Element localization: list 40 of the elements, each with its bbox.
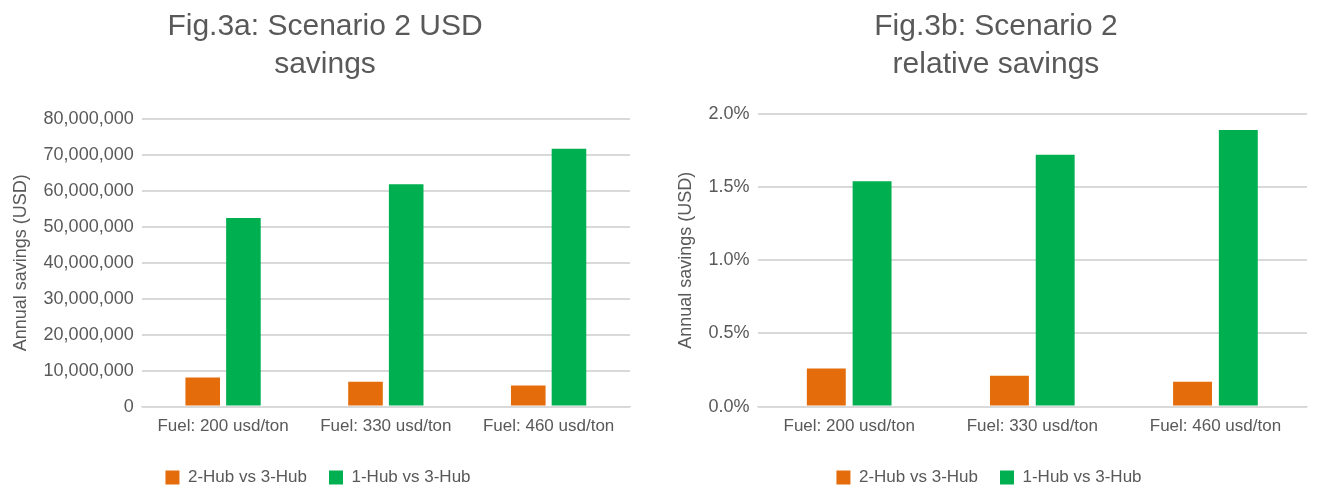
bar (388, 184, 424, 406)
y-tick-label: 30,000,000 (43, 287, 134, 308)
y-tick-label: 40,000,000 (43, 251, 134, 272)
y-tick-label: 20,000,000 (43, 323, 134, 344)
legend-label: 2-Hub vs 3-Hub (858, 467, 979, 487)
bar (226, 218, 261, 406)
bar (1035, 154, 1075, 406)
y-tick-label: 1.0% (708, 249, 750, 270)
y-tick-label: 50,000,000 (43, 215, 134, 236)
y-tick-label: 0.0% (708, 395, 750, 416)
x-tick-label: Fuel: 200 usd/ton (783, 416, 915, 436)
bar (185, 377, 221, 406)
y-tick-label: 2.0% (708, 102, 750, 123)
x-tick-label: Fuel: 460 usd/ton (1149, 416, 1282, 436)
bar (348, 381, 383, 406)
bar (1218, 129, 1258, 406)
y-tick-label: 10,000,000 (43, 359, 134, 380)
x-tick-label: Fuel: 460 usd/ton (482, 416, 615, 436)
y-axis-title: Annual savings (USD) (674, 171, 695, 349)
y-tick-label: 80,000,000 (43, 107, 134, 128)
y-tick-label: 70,000,000 (43, 143, 134, 164)
y-tick-label: 0.5% (708, 322, 750, 343)
y-tick-label: 0 (123, 395, 134, 416)
bar (551, 148, 587, 406)
chart-title: Fig.3b: Scenario 2 relative savings (873, 7, 1119, 81)
bar (806, 368, 846, 406)
bar (1173, 381, 1212, 406)
x-tick-label: Fuel: 330 usd/ton (966, 416, 1098, 436)
legend-label: 2-Hub vs 3-Hub (187, 467, 308, 487)
bar (852, 181, 892, 406)
y-tick-label: 60,000,000 (43, 179, 134, 200)
y-tick-label: 1.5% (708, 175, 750, 196)
legend-label: 1-Hub vs 3-Hub (1022, 467, 1142, 487)
chart-title: Fig.3a: Scenario 2 USD savings (166, 7, 484, 81)
x-tick-label: Fuel: 200 usd/ton (157, 416, 289, 436)
bar (989, 375, 1029, 406)
legend-label: 1-Hub vs 3-Hub (351, 467, 471, 487)
bar (510, 385, 546, 406)
y-axis-title: Annual savings (USD) (9, 174, 30, 352)
x-tick-label: Fuel: 330 usd/ton (320, 416, 452, 436)
